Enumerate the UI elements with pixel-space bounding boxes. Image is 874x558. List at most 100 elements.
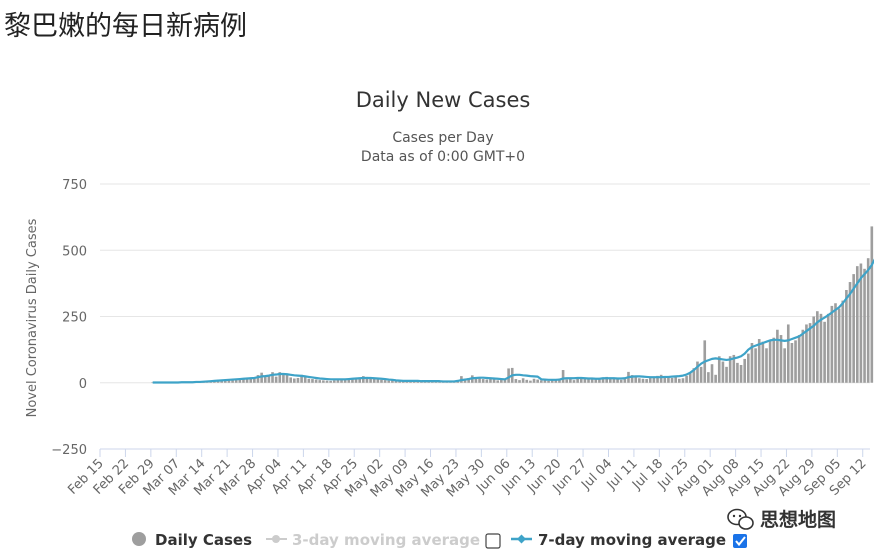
daily-cases-bar[interactable]	[634, 376, 638, 383]
daily-cases-bar[interactable]	[594, 379, 598, 383]
daily-cases-bar[interactable]	[303, 376, 307, 383]
daily-cases-bar[interactable]	[565, 379, 569, 383]
legend-item-7-day-average[interactable]: 7-day moving average	[511, 531, 726, 549]
seven-day-average-series-line[interactable]	[152, 226, 874, 384]
daily-cases-bar[interactable]	[249, 377, 253, 383]
daily-cases-bar[interactable]	[300, 374, 303, 383]
daily-cases-bar[interactable]	[503, 379, 507, 383]
daily-cases-bar[interactable]	[783, 348, 786, 383]
daily-cases-bar[interactable]	[289, 377, 292, 383]
daily-cases-bar[interactable]	[823, 321, 826, 383]
three-day-average-checkbox[interactable]	[485, 533, 501, 549]
daily-cases-bar[interactable]	[550, 379, 554, 383]
daily-cases-bar[interactable]	[231, 379, 234, 383]
daily-cases-bar[interactable]	[387, 380, 391, 383]
daily-cases-bar[interactable]	[329, 380, 332, 383]
daily-cases-bar[interactable]	[797, 335, 801, 383]
daily-cases-bar[interactable]	[808, 323, 812, 383]
daily-cases-bar[interactable]	[572, 380, 576, 383]
daily-cases-bar[interactable]	[358, 377, 362, 383]
daily-cases-bar[interactable]	[670, 377, 674, 383]
daily-cases-bar[interactable]	[717, 356, 721, 383]
daily-cases-bar[interactable]	[641, 378, 645, 383]
daily-cases-bar[interactable]	[380, 379, 383, 383]
daily-cases-bar[interactable]	[612, 378, 616, 383]
daily-cases-bar[interactable]	[816, 311, 819, 383]
daily-cases-bar[interactable]	[859, 263, 863, 383]
daily-cases-bar[interactable]	[707, 372, 710, 383]
daily-cases-bar[interactable]	[826, 313, 830, 383]
daily-cases-bar[interactable]	[848, 282, 852, 383]
daily-cases-bar[interactable]	[500, 379, 503, 383]
daily-cases-bar[interactable]	[841, 300, 845, 383]
daily-cases-bar[interactable]	[311, 379, 314, 383]
daily-cases-bar[interactable]	[819, 313, 823, 383]
daily-cases-bar[interactable]	[347, 379, 351, 383]
daily-cases-bar[interactable]	[362, 376, 365, 383]
daily-cases-bar[interactable]	[325, 380, 329, 383]
daily-cases-bar[interactable]	[830, 305, 834, 383]
daily-cases-bar[interactable]	[616, 379, 619, 383]
daily-cases-bar[interactable]	[837, 308, 841, 383]
legend-item-3-day-average[interactable]: 3-day moving average	[266, 531, 480, 549]
daily-cases-bar[interactable]	[260, 372, 263, 383]
daily-cases-bar[interactable]	[728, 356, 732, 383]
daily-cases-bar[interactable]	[747, 353, 750, 383]
daily-cases-bar[interactable]	[340, 379, 343, 383]
daily-cases-bar[interactable]	[710, 364, 714, 383]
daily-cases-bar[interactable]	[638, 378, 641, 383]
daily-cases-bar[interactable]	[485, 379, 489, 383]
daily-cases-bar[interactable]	[667, 376, 670, 383]
daily-cases-bar[interactable]	[318, 380, 322, 383]
daily-cases-bar[interactable]	[790, 343, 794, 383]
daily-cases-bar[interactable]	[725, 366, 728, 383]
daily-cases-bar[interactable]	[656, 375, 659, 383]
daily-cases-bar[interactable]	[253, 377, 256, 383]
daily-cases-bar[interactable]	[463, 378, 467, 383]
daily-cases-bar[interactable]	[590, 378, 594, 383]
daily-cases-bar[interactable]	[699, 366, 703, 383]
daily-cases-bar[interactable]	[518, 380, 521, 383]
daily-cases-bar[interactable]	[801, 329, 805, 383]
daily-cases-bar[interactable]	[296, 377, 300, 383]
daily-cases-bar[interactable]	[416, 381, 420, 383]
daily-cases-bar[interactable]	[786, 324, 790, 383]
daily-cases-bar[interactable]	[314, 379, 318, 383]
daily-cases-bar[interactable]	[372, 378, 376, 383]
daily-cases-bar[interactable]	[514, 379, 518, 383]
daily-cases-bar[interactable]	[227, 379, 231, 383]
daily-cases-bar[interactable]	[608, 378, 612, 383]
daily-cases-bar[interactable]	[648, 377, 652, 383]
daily-cases-bar[interactable]	[267, 375, 271, 383]
seven-day-average-checkbox[interactable]	[733, 534, 747, 548]
daily-cases-bar[interactable]	[623, 377, 627, 383]
daily-cases-bar[interactable]	[274, 376, 278, 383]
daily-cases-bar[interactable]	[652, 377, 656, 383]
daily-cases-bar[interactable]	[351, 378, 354, 383]
daily-cases-bar[interactable]	[630, 375, 634, 383]
daily-cases-bar[interactable]	[307, 378, 311, 383]
daily-cases-bar[interactable]	[721, 361, 725, 383]
daily-cases-bar[interactable]	[539, 380, 543, 383]
daily-cases-bar[interactable]	[765, 348, 768, 383]
daily-cases-bar[interactable]	[692, 368, 696, 383]
daily-cases-bar[interactable]	[383, 380, 387, 383]
daily-cases-bar[interactable]	[474, 377, 478, 383]
daily-cases-bar[interactable]	[576, 377, 579, 383]
daily-cases-bar[interactable]	[151, 382, 154, 383]
daily-cases-bar[interactable]	[271, 372, 274, 383]
daily-cases-bar[interactable]	[293, 378, 296, 383]
daily-cases-bar[interactable]	[776, 329, 779, 383]
daily-cases-bar[interactable]	[579, 377, 583, 383]
daily-cases-bar[interactable]	[543, 380, 547, 383]
daily-cases-bar[interactable]	[525, 379, 529, 383]
daily-cases-bar[interactable]	[779, 335, 783, 383]
daily-cases-bar[interactable]	[245, 377, 249, 383]
daily-cases-bar[interactable]	[547, 380, 550, 383]
daily-cases-bar[interactable]	[845, 290, 848, 383]
daily-cases-bar[interactable]	[601, 377, 605, 383]
daily-cases-bar[interactable]	[478, 378, 481, 383]
daily-cases-bar[interactable]	[401, 381, 405, 383]
daily-cases-bar[interactable]	[369, 377, 372, 383]
daily-cases-bar[interactable]	[768, 340, 772, 383]
